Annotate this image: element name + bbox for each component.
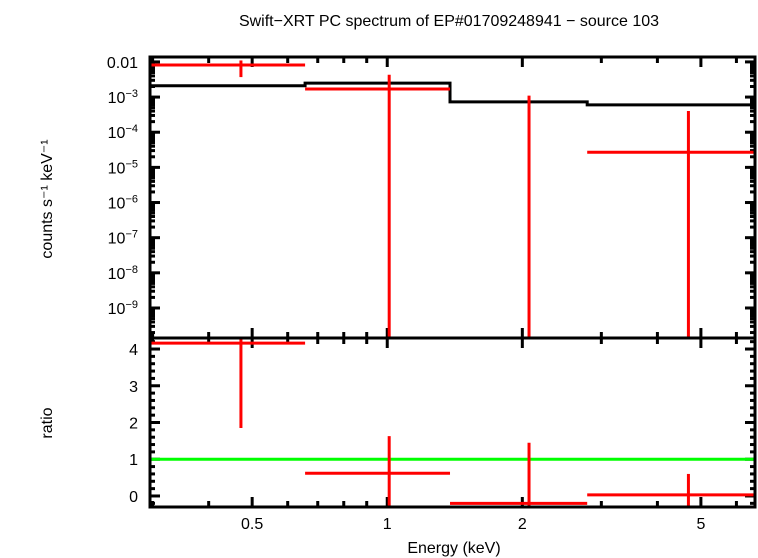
- y-tick-label-exponent: −5: [125, 158, 138, 170]
- data-point: [527, 95, 531, 338]
- y-tick-label-base: 10: [108, 160, 126, 177]
- y-tick-label: 10−3: [108, 88, 138, 107]
- data-point: [305, 74, 451, 338]
- axis-ticks: [150, 57, 755, 507]
- x-tick-label: 0.5: [241, 516, 263, 533]
- y-tick-label: 10−7: [108, 229, 138, 248]
- ratio-frame: [148, 336, 757, 509]
- data-point: [150, 60, 306, 78]
- y-tick-label-exponent: −6: [125, 194, 138, 206]
- x-axis-label: Energy (keV): [407, 540, 500, 557]
- y-tick-label-base: 10: [108, 231, 126, 248]
- chart-title: Swift−XRT PC spectrum of EP#01709248941 …: [239, 13, 659, 30]
- y-tick-label-base: 10: [108, 125, 126, 142]
- ratio-panel: [150, 338, 755, 507]
- y-tick-label-base: 10: [108, 196, 126, 213]
- y-tick-label-base: 0.01: [107, 55, 138, 72]
- y-tick-label: 10−5: [108, 158, 138, 177]
- ratio-tick-label: 2: [129, 416, 138, 433]
- x-tick-label: 5: [696, 516, 705, 533]
- y-tick-label-exponent: −4: [125, 123, 138, 135]
- y-axis-label-ratio: ratio: [39, 407, 56, 438]
- y-tick-label: 10−8: [108, 264, 138, 283]
- data-point: [587, 111, 755, 338]
- ratio-point: [587, 473, 755, 507]
- y-tick-label: 10−4: [108, 123, 138, 142]
- ratio-tick-label: 1: [129, 452, 138, 469]
- ratio-point: [150, 338, 306, 429]
- y-tick-label-exponent: −7: [125, 229, 138, 241]
- spectrum-frame: [148, 55, 757, 340]
- x-tick-label: 1: [383, 516, 392, 533]
- y-tick-label: 0.01: [107, 55, 138, 72]
- y-tick-label-exponent: −8: [125, 264, 138, 276]
- ratio-tick-label: 4: [129, 342, 138, 359]
- ratio-tick-label: 0: [129, 489, 138, 506]
- tick-labels: 0.0110−310−410−510−610−710−810−9012340.5…: [107, 55, 706, 533]
- ratio-tick-label: 3: [129, 379, 138, 396]
- y-tick-label: 10−6: [108, 194, 138, 213]
- y-tick-label-base: 10: [108, 266, 126, 283]
- y-axis-label-spectrum: counts s⁻¹ keV⁻¹: [39, 139, 56, 258]
- y-tick-label-base: 10: [108, 90, 126, 107]
- ratio-point: [450, 442, 588, 507]
- y-tick-label-base: 10: [108, 301, 126, 318]
- x-tick-label: 2: [518, 516, 527, 533]
- y-tick-label-exponent: −9: [125, 299, 138, 311]
- ratio-point: [305, 436, 451, 507]
- y-tick-label-exponent: −3: [125, 88, 138, 100]
- model-line: [150, 81, 755, 107]
- spectrum-panel: [150, 60, 755, 338]
- y-tick-label: 10−9: [108, 299, 138, 318]
